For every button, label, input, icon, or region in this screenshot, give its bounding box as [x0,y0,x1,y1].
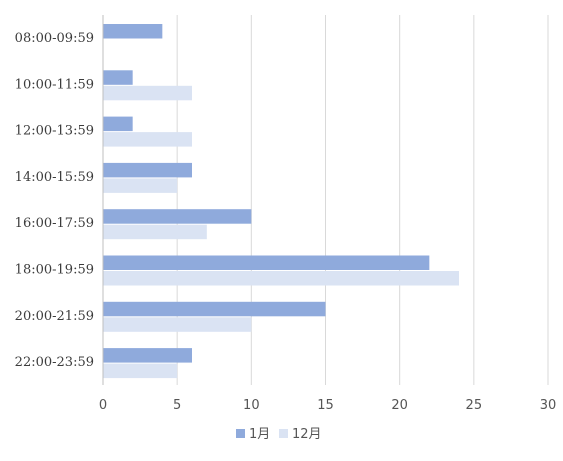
y-tick-label: 08:00-09:59 [15,31,94,46]
bar-series-1 [103,70,133,85]
y-tick-label: 10:00-11:59 [15,77,94,92]
bar-series-2 [103,224,207,240]
x-tick-label: 15 [317,398,334,413]
bar-series-2 [103,132,192,147]
legend-swatch [236,429,245,438]
x-tick-label: 0 [99,398,107,413]
y-tick-label: 20:00-21:59 [15,309,94,324]
x-tick-label: 25 [466,398,483,413]
bar-series-2 [103,363,178,379]
bar-series-1 [103,116,133,132]
y-tick-label: 14:00-15:59 [15,170,94,185]
legend-label: 12月 [292,427,322,442]
y-tick-label: 18:00-19:59 [15,263,94,278]
bar-series-1 [103,209,252,224]
y-tick-label: 22:00-23:59 [15,355,94,370]
bar-series-1 [103,24,163,39]
bar-series-1 [103,301,326,317]
bar-series-2 [103,85,192,101]
bar-series-2 [103,317,252,332]
legend-swatch [279,429,288,438]
y-tick-label: 16:00-17:59 [15,216,94,231]
x-tick-label: 10 [243,398,260,413]
legend: 1月 12月 [236,427,322,442]
bar-series-1 [103,348,192,363]
bar-series-1 [103,162,192,178]
legend-label: 1月 [249,427,270,442]
axes: 08:00-09:59 10:00-11:59 12:00-13:59 14:00-1… [15,15,557,413]
bar-series-1 [103,255,430,270]
x-tick-label: 5 [173,398,181,413]
bar-series-2 [103,178,178,193]
y-tick-label: 12:00-13:59 [15,124,94,139]
x-tick-label: 30 [540,398,557,413]
x-tick-label: 20 [391,398,408,413]
bars [103,24,459,379]
bar-series-2 [103,271,459,286]
